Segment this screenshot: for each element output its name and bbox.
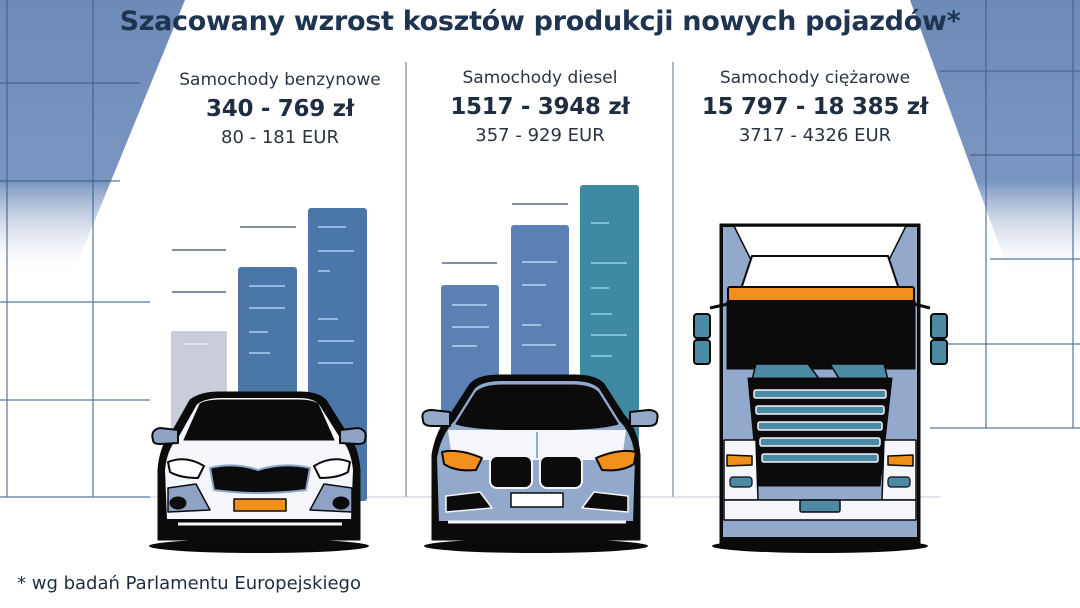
page-title: Szacowany wzrost kosztów produkcji nowyc… <box>119 6 961 37</box>
truck-illustration <box>693 223 948 545</box>
category-label: Samochody diesel <box>462 68 618 88</box>
range-eur: 357 - 929 EUR <box>475 125 605 146</box>
column-truck: Samochody ciężarowe 15 797 - 18 385 zł 3… <box>680 68 950 146</box>
category-label: Samochody benzynowe <box>179 70 381 90</box>
petrol-car-illustration <box>151 391 367 541</box>
right-wall <box>910 0 1080 429</box>
column-diesel: Samochody diesel 1517 - 3948 zł 357 - 92… <box>410 68 670 146</box>
range-pln: 1517 - 3948 zł <box>450 94 630 120</box>
range-pln: 340 - 769 zł <box>206 96 354 122</box>
range-pln: 15 797 - 18 385 zł <box>701 94 929 120</box>
source-footnote: * wg badań Parlamentu Europejskiego <box>17 573 361 594</box>
range-eur: 80 - 181 EUR <box>221 127 339 148</box>
diesel-car-illustration <box>421 374 659 541</box>
category-label: Samochody ciężarowe <box>719 68 911 88</box>
floor-shadows <box>149 539 928 553</box>
column-dividers <box>405 62 674 497</box>
column-petrol: Samochody benzynowe 340 - 769 zł 80 - 18… <box>150 70 410 148</box>
left-wall <box>0 0 185 498</box>
range-eur: 3717 - 4326 EUR <box>738 125 892 146</box>
